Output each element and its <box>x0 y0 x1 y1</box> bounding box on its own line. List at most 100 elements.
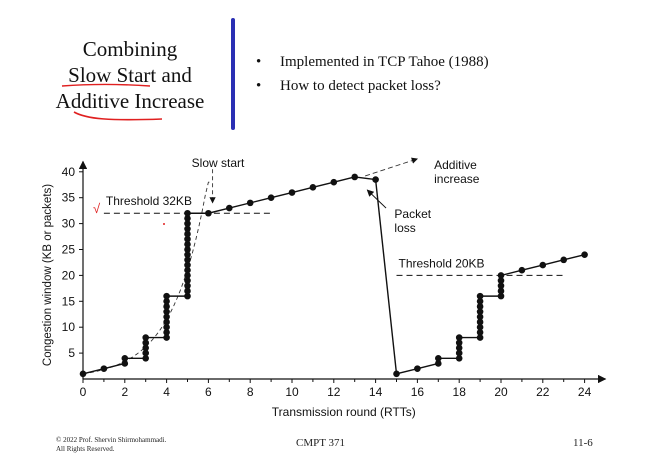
data-point <box>476 308 484 315</box>
packet-loss-label: Packet <box>394 207 431 221</box>
data-point <box>163 292 170 300</box>
data-point <box>184 241 191 248</box>
data-point <box>330 178 338 186</box>
red-check-mark: √ <box>93 201 101 216</box>
data-point <box>184 251 191 258</box>
packet-loss-arrow <box>366 189 387 209</box>
bullet-text-1: Implemented in TCP Tahoe (1988) <box>280 54 489 70</box>
y-tick-label: 10 <box>62 320 76 334</box>
data-point <box>497 287 505 295</box>
data-point <box>455 344 463 352</box>
bullet-item: • Implemented in TCP Tahoe (1988) <box>256 52 489 76</box>
x-tick-label: 20 <box>494 385 508 399</box>
data-point <box>142 339 149 347</box>
data-point <box>476 329 484 336</box>
x-axis-label: Transmission round (RTTs) <box>272 405 416 419</box>
chart-labels: Transmission round (RTTs) Congestion wind… <box>42 156 485 419</box>
bullet-dot: • <box>256 78 262 94</box>
x-tick-label: 18 <box>453 385 467 399</box>
bullet-item: • How to detect packet loss? <box>256 76 489 100</box>
x-tick-label: 24 <box>578 385 592 399</box>
data-point <box>435 360 442 367</box>
data-point <box>163 318 170 326</box>
packet-loss-drop <box>374 179 398 374</box>
data-point <box>476 318 484 326</box>
data-point <box>476 334 484 341</box>
data-point <box>184 261 191 269</box>
bullet-list: • Implemented in TCP Tahoe (1988) • How … <box>256 52 489 100</box>
data-point <box>414 365 421 372</box>
y-axis-label: Congestion window (KB or packets) <box>42 184 54 366</box>
course-code: CMPT 371 <box>296 437 346 449</box>
data-point <box>455 334 463 341</box>
data-point <box>121 360 129 367</box>
red-underline-2 <box>73 111 163 121</box>
threshold-label: Threshold 20KB <box>399 256 485 270</box>
y-tick-label: 5 <box>68 346 75 360</box>
data-point <box>184 215 191 222</box>
x-tick-label: 10 <box>285 385 299 399</box>
data-point <box>476 303 484 310</box>
data-point <box>184 220 191 227</box>
data-point <box>163 313 170 321</box>
x-tick-label: 0 <box>80 385 87 399</box>
data-point <box>142 344 149 352</box>
x-tick-label: 2 <box>121 385 128 399</box>
data-point <box>184 282 191 290</box>
data-point <box>288 189 296 196</box>
title-line-1: Combining <box>82 37 178 61</box>
x-tick-label: 4 <box>163 385 170 399</box>
title-line-3: Additive Increase <box>55 89 205 113</box>
series-line-second <box>396 254 585 375</box>
data-point <box>435 354 442 362</box>
x-tick-label: 16 <box>411 385 425 399</box>
data-point <box>518 266 526 274</box>
title-divider-bar <box>231 18 235 130</box>
additive-increase-label: Additive <box>434 158 477 172</box>
data-point <box>455 349 463 357</box>
data-point <box>476 313 484 321</box>
data-point <box>476 323 484 331</box>
slow-start-label: Slow start <box>192 156 245 170</box>
x-tick-label: 8 <box>247 385 254 399</box>
page-number: 11-6 <box>573 437 593 449</box>
y-tick-label: 25 <box>62 243 76 257</box>
y-tick-label: 40 <box>62 165 76 179</box>
red-dot <box>163 223 165 225</box>
x-tick-label: 6 <box>205 385 212 399</box>
data-point <box>184 292 191 300</box>
data-point <box>163 308 170 315</box>
data-point <box>121 354 129 362</box>
data-point <box>100 365 108 372</box>
data-point <box>163 334 170 341</box>
data-point <box>497 292 505 300</box>
packet-loss-label: loss <box>394 221 415 235</box>
data-point <box>142 354 149 362</box>
data-point <box>184 266 191 274</box>
data-point <box>226 204 233 212</box>
data-point <box>142 349 149 357</box>
copyright-line-1: © 2022 Prof. Shervin Shirmohammadi. <box>56 436 167 444</box>
data-point <box>497 282 505 290</box>
threshold-label: Threshold 32KB <box>106 194 192 208</box>
data-point <box>79 370 87 378</box>
data-point <box>163 303 170 310</box>
red-underline-1 <box>61 83 151 87</box>
data-point <box>351 173 359 181</box>
data-point <box>184 287 191 295</box>
additive-increase-arrow <box>365 157 418 177</box>
data-point <box>184 277 191 284</box>
data-point <box>163 298 170 305</box>
data-point <box>163 329 170 336</box>
slide-title: Combining Slow Start and Additive Increa… <box>30 36 230 114</box>
x-tick-label: 14 <box>369 385 383 399</box>
data-point <box>393 370 400 378</box>
data-point <box>309 184 317 191</box>
copyright-line-2: All Rights Reserved. <box>56 445 115 453</box>
data-point <box>184 256 191 264</box>
data-point <box>184 225 191 233</box>
data-point <box>497 277 505 284</box>
